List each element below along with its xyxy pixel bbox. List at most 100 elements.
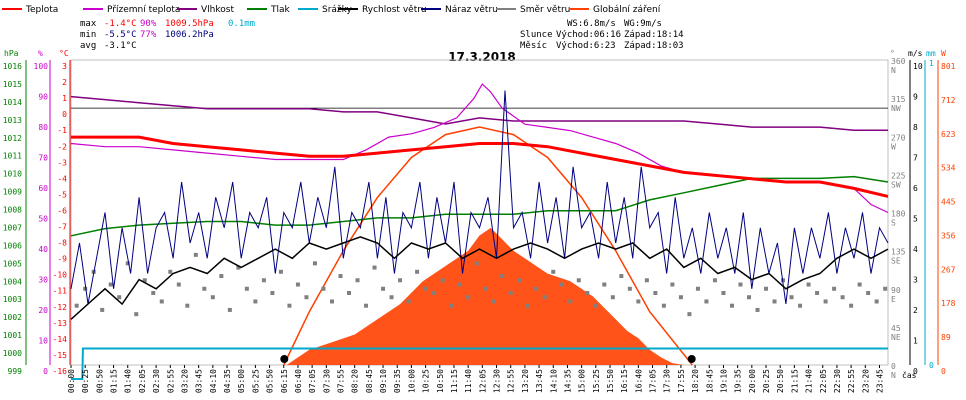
wind-direction-point bbox=[653, 290, 658, 295]
press-tick: 1009 bbox=[3, 188, 22, 197]
wind-direction-point bbox=[253, 299, 258, 304]
temp-tick: -12 bbox=[53, 303, 68, 312]
wind-direction-point bbox=[347, 290, 352, 295]
temp-tick: -6 bbox=[57, 206, 67, 215]
wind-direction-point bbox=[389, 295, 394, 300]
wind-direction-point bbox=[74, 303, 79, 308]
x-tick-label: 12:55 bbox=[507, 369, 516, 393]
x-tick-label: 07:30 bbox=[322, 369, 331, 393]
x-tick-label: 17:30 bbox=[663, 369, 672, 393]
wind-direction-point bbox=[627, 286, 632, 291]
dir-tick-name: S bbox=[891, 219, 896, 228]
wind-direction-point bbox=[117, 295, 122, 300]
humidity-series-line bbox=[70, 95, 888, 131]
solar-tick: 89 bbox=[941, 333, 951, 342]
x-tick-label: 07:05 bbox=[308, 369, 317, 393]
x-tick-label: 15:25 bbox=[592, 369, 601, 393]
hum-tick: 50 bbox=[38, 215, 48, 224]
wind-direction-point bbox=[806, 282, 811, 287]
x-tick-label: 13:45 bbox=[535, 369, 544, 393]
left-axes: 1016101510141013101210111010100910081007… bbox=[3, 60, 71, 376]
x-tick-label: 18:45 bbox=[705, 369, 714, 393]
plot-area bbox=[70, 83, 889, 380]
wind-direction-point bbox=[287, 303, 292, 308]
x-tick-label: 18:20 bbox=[691, 369, 700, 393]
x-tick-label: 02:05 bbox=[138, 369, 147, 393]
wind-direction-point bbox=[721, 290, 726, 295]
temp-tick: 1 bbox=[62, 94, 67, 103]
wind-direction-point bbox=[151, 290, 156, 295]
x-tick-label: 10:50 bbox=[436, 369, 445, 393]
x-tick-label: 23:45 bbox=[875, 369, 884, 393]
x-tick-label: 03:20 bbox=[180, 369, 189, 393]
wind-direction-point bbox=[406, 299, 411, 304]
dir-tick-deg: 225 bbox=[891, 171, 906, 180]
wind-tick: 9 bbox=[913, 93, 918, 102]
temperature-series-line bbox=[71, 135, 889, 198]
solar-series-area bbox=[71, 227, 888, 365]
wind-direction-point bbox=[857, 282, 862, 287]
wind-direction-point bbox=[304, 295, 309, 300]
x-tick-label: 13:20 bbox=[521, 369, 530, 393]
wind-tick: 2 bbox=[913, 306, 918, 315]
dir-tick-deg: 135 bbox=[891, 248, 906, 257]
wind-direction-point bbox=[210, 295, 215, 300]
solar-tick: 623 bbox=[941, 130, 956, 139]
x-tick-label: 06:15 bbox=[280, 369, 289, 393]
press-tick: 1000 bbox=[3, 349, 22, 358]
legend-label: Tlak bbox=[270, 5, 291, 15]
solar-tick: 712 bbox=[941, 96, 956, 105]
wind-direction-point bbox=[602, 282, 607, 287]
temp-tick: -10 bbox=[53, 271, 68, 280]
wind-tick: 10 bbox=[913, 62, 923, 71]
wind-direction-point bbox=[798, 303, 803, 308]
solar-tick: 534 bbox=[941, 164, 956, 173]
press-tick: 1014 bbox=[3, 98, 22, 107]
wind-direction-point bbox=[125, 261, 130, 266]
x-tick-label: 22:55 bbox=[847, 369, 856, 393]
rain-tick: 0 bbox=[929, 361, 934, 370]
x-tick-label: 06:40 bbox=[294, 369, 303, 393]
wind-direction-point bbox=[321, 286, 326, 291]
wind-direction-point bbox=[142, 278, 147, 283]
press-tick: 1005 bbox=[3, 259, 22, 268]
temp-tick: -2 bbox=[57, 142, 67, 151]
x-tick-label: 14:10 bbox=[549, 369, 558, 393]
dir-tick-name: E bbox=[891, 295, 896, 304]
press-tick: 1002 bbox=[3, 313, 22, 322]
wind-direction-point bbox=[568, 299, 573, 304]
press-tick: 1012 bbox=[3, 134, 22, 143]
wind-tick: 0 bbox=[913, 367, 918, 376]
temp-tick: -15 bbox=[53, 351, 68, 360]
x-tick-label: 08:45 bbox=[365, 369, 374, 393]
x-tick-label: 04:35 bbox=[223, 369, 232, 393]
x-tick-label: 01:15 bbox=[110, 369, 119, 393]
wind-direction-point bbox=[432, 290, 437, 295]
wind-direction-point bbox=[712, 278, 717, 283]
wind-direction-point bbox=[372, 265, 377, 270]
x-tick-label: 21:40 bbox=[805, 369, 814, 393]
wind-direction-point bbox=[338, 274, 343, 279]
wind-direction-point bbox=[849, 303, 854, 308]
dir-tick-deg: 270 bbox=[891, 133, 906, 142]
temp-tick: -7 bbox=[57, 223, 67, 232]
wind-direction-point bbox=[500, 274, 505, 279]
wind-direction-point bbox=[883, 286, 888, 291]
x-tick-label: 10:00 bbox=[407, 369, 416, 393]
stats-moon-rise: Východ:6:23 bbox=[556, 41, 616, 51]
wind-direction-point bbox=[525, 303, 530, 308]
stats-min-press: 1006.2hPa bbox=[165, 30, 214, 40]
temp-tick: -5 bbox=[57, 190, 67, 199]
temp-tick: 0 bbox=[62, 110, 67, 119]
x-tick-label: 00:25 bbox=[81, 369, 90, 393]
press-tick: 1008 bbox=[3, 206, 22, 215]
axis-unit-solar: W bbox=[941, 49, 946, 58]
wind-direction-point bbox=[134, 312, 139, 317]
press-tick: 1016 bbox=[3, 62, 22, 71]
x-tick-label: 19:10 bbox=[719, 369, 728, 393]
solar-tick: 801 bbox=[941, 62, 956, 71]
hum-tick: 40 bbox=[38, 245, 48, 254]
wind-direction-point bbox=[312, 261, 317, 266]
solar-tick: 356 bbox=[941, 231, 956, 240]
x-tick-label: 22:30 bbox=[833, 369, 842, 393]
